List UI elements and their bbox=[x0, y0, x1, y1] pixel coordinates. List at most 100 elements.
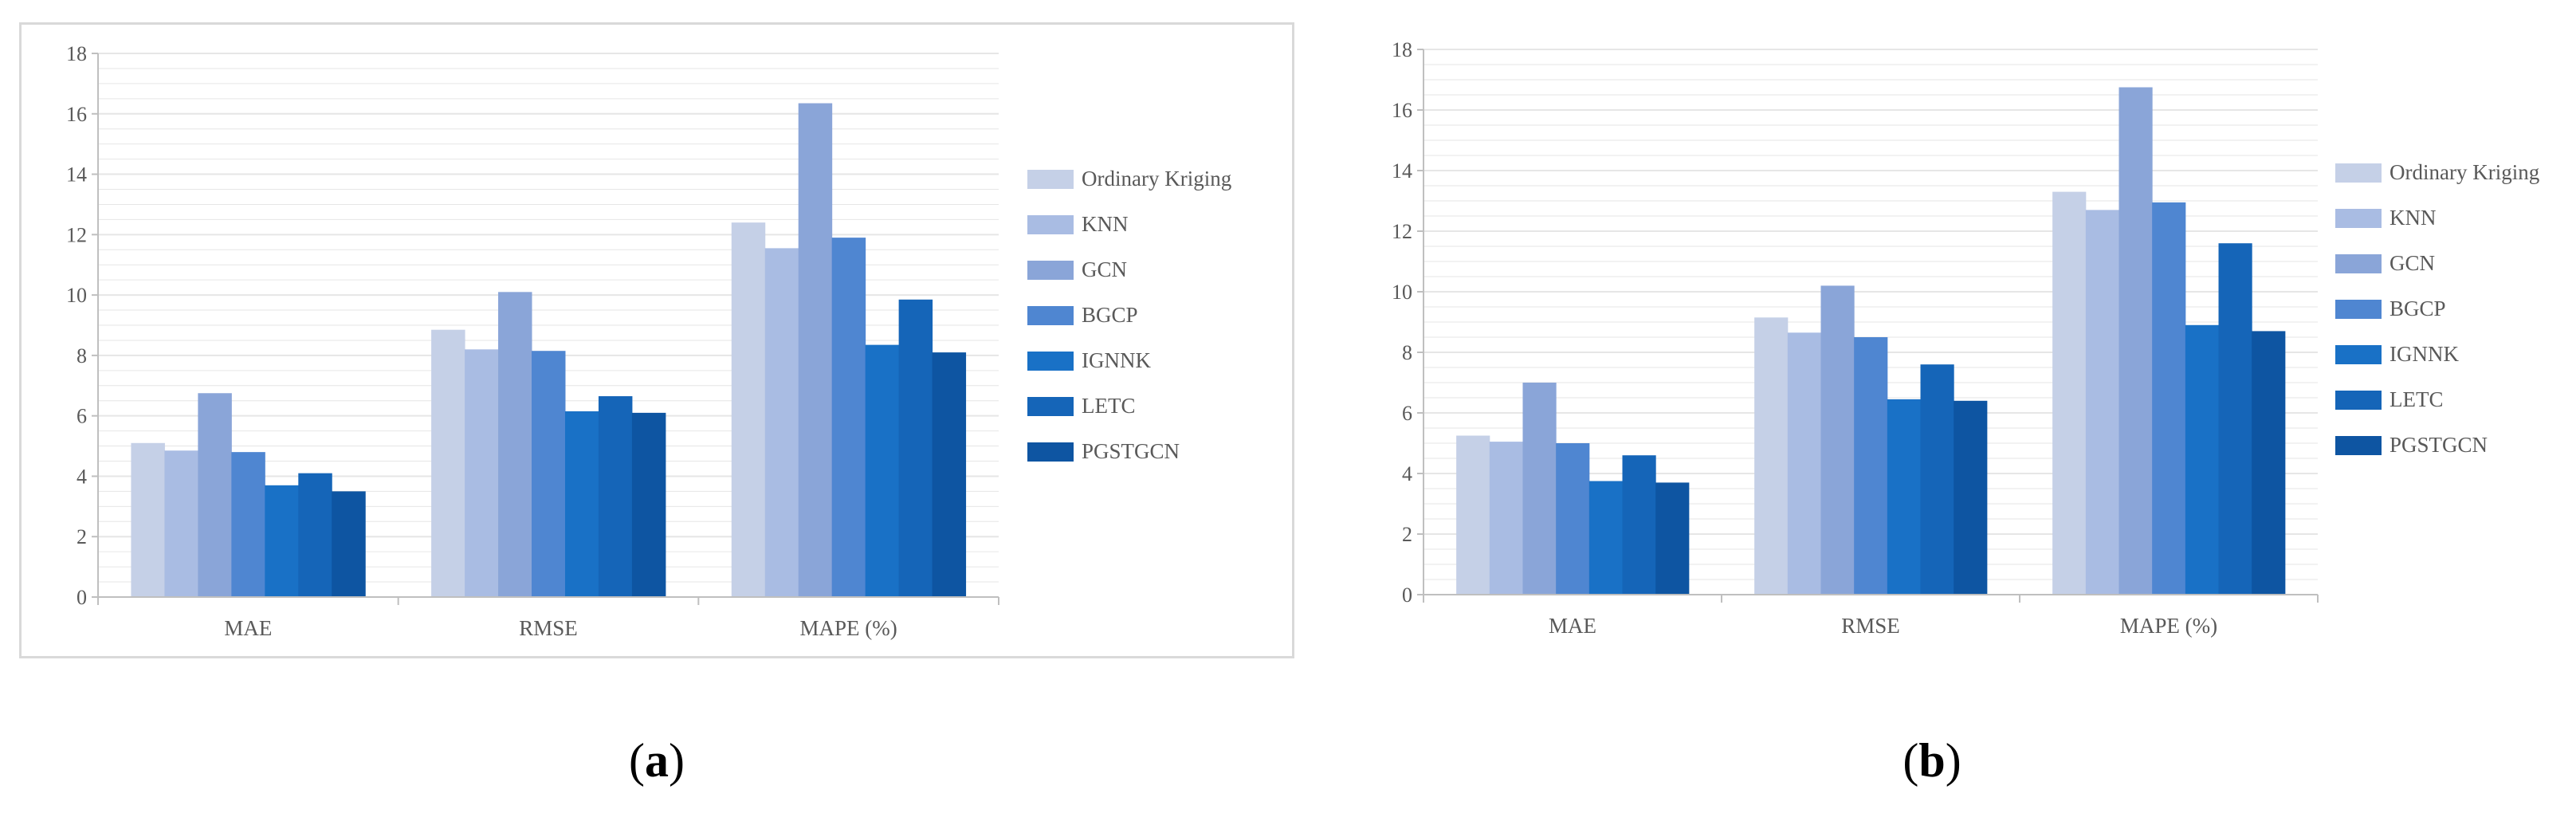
y-tick-label: 8 bbox=[1402, 341, 1412, 364]
bar bbox=[1787, 332, 1821, 595]
legend-label: PGSTGCN bbox=[2389, 433, 2488, 457]
x-tick-label: MAE bbox=[224, 616, 272, 640]
legend-swatch bbox=[2335, 345, 2382, 364]
legend-label: KNN bbox=[1082, 212, 1129, 236]
bar bbox=[1954, 400, 1988, 595]
y-tick-label: 18 bbox=[1392, 38, 1412, 61]
bar bbox=[1887, 399, 1922, 595]
bar bbox=[2252, 331, 2286, 595]
bar bbox=[1489, 442, 1523, 595]
y-tick-label: 4 bbox=[1402, 462, 1412, 485]
bar bbox=[231, 452, 265, 597]
bar-chart-b: 0 2 4 6 8 10 12 14 16 18 MAE RMSE MAPE (%) Ordinary K… bbox=[1392, 38, 2539, 638]
y-tick-label: 14 bbox=[1392, 159, 1412, 183]
bar bbox=[1655, 482, 1690, 595]
caption-close-paren: ) bbox=[1945, 734, 1961, 787]
bar bbox=[532, 351, 566, 597]
caption-open-paren: ( bbox=[1903, 734, 1919, 787]
legend-swatch bbox=[1027, 442, 1074, 462]
legend-swatch bbox=[2335, 436, 2382, 455]
bar bbox=[831, 238, 866, 597]
bar bbox=[2218, 243, 2252, 595]
bar bbox=[1854, 337, 1888, 595]
bar bbox=[265, 485, 299, 597]
bar bbox=[198, 393, 232, 597]
bar bbox=[498, 292, 532, 597]
legend-label: IGNNK bbox=[2389, 342, 2459, 366]
bar bbox=[564, 411, 599, 597]
bar bbox=[2152, 202, 2186, 595]
x-tick-label: MAE bbox=[1549, 614, 1596, 638]
bar bbox=[731, 222, 766, 597]
legend-label: GCN bbox=[1082, 257, 1127, 281]
legend-swatch bbox=[1027, 170, 1074, 189]
legend-label: IGNNK bbox=[1082, 348, 1151, 372]
bars bbox=[1456, 87, 2286, 595]
legend-swatch bbox=[2335, 391, 2382, 410]
y-tick-label: 8 bbox=[77, 344, 87, 367]
y-tick-label: 2 bbox=[1402, 523, 1412, 546]
legend: Ordinary Kriging KNN GCN BGCP IGNNK LETC PGSTG… bbox=[2335, 160, 2539, 457]
bar bbox=[1920, 364, 1954, 595]
y-tick-label: 0 bbox=[77, 586, 87, 609]
y-tick-label: 6 bbox=[1402, 402, 1412, 425]
y-tick-label: 0 bbox=[1402, 583, 1412, 607]
bar bbox=[1456, 435, 1490, 595]
legend: Ordinary Kriging KNN GCN BGCP IGNNK LETC PGSTG… bbox=[1027, 167, 1231, 463]
x-tick-label: RMSE bbox=[519, 616, 578, 640]
legend-label: KNN bbox=[2389, 206, 2437, 230]
legend-swatch bbox=[2335, 163, 2382, 183]
bar bbox=[2119, 87, 2153, 595]
bar bbox=[2085, 210, 2119, 595]
chart-panel-a: 0 2 4 6 8 10 12 14 16 18 MAE RMSE MAPE (%) Ordinary K… bbox=[19, 22, 1294, 658]
legend-swatch bbox=[1027, 261, 1074, 280]
bar bbox=[764, 248, 799, 597]
bar bbox=[631, 412, 666, 597]
legend-label: GCN bbox=[2389, 251, 2435, 275]
caption-close-paren: ) bbox=[669, 734, 685, 787]
legend-swatch bbox=[2335, 209, 2382, 228]
bars bbox=[131, 103, 967, 597]
y-tick-label: 18 bbox=[66, 42, 87, 65]
legend-label: Ordinary Kriging bbox=[2389, 160, 2539, 184]
y-tick-label: 2 bbox=[77, 525, 87, 548]
caption-b: (b) bbox=[1852, 733, 2012, 788]
bar bbox=[1522, 383, 1557, 595]
bar bbox=[164, 450, 198, 597]
bar bbox=[465, 349, 499, 597]
bar bbox=[1588, 481, 1624, 595]
caption-a: (a) bbox=[577, 733, 736, 788]
bar bbox=[1622, 455, 1656, 595]
bar bbox=[598, 396, 633, 597]
y-tick-label: 4 bbox=[77, 465, 87, 488]
chart-panel-b: 0 2 4 6 8 10 12 14 16 18 MAE RMSE MAPE (%) Ordinary K… bbox=[1339, 22, 2576, 660]
caption-letter: b bbox=[1918, 734, 1946, 787]
bar bbox=[131, 442, 165, 597]
y-tick-label: 10 bbox=[1392, 281, 1412, 304]
x-tick-label: MAPE (%) bbox=[2120, 614, 2217, 638]
caption-letter: a bbox=[645, 734, 669, 787]
bar bbox=[2052, 191, 2087, 595]
legend-swatch bbox=[1027, 397, 1074, 416]
y-tick-label: 12 bbox=[1392, 220, 1412, 243]
y-tick-label: 12 bbox=[66, 223, 87, 246]
bar bbox=[298, 473, 332, 597]
legend-swatch bbox=[1027, 352, 1074, 371]
legend-label: PGSTGCN bbox=[1082, 439, 1180, 463]
legend-label: LETC bbox=[2389, 387, 2444, 411]
legend-label: Ordinary Kriging bbox=[1082, 167, 1231, 191]
bar bbox=[1820, 285, 1855, 595]
bar bbox=[898, 299, 933, 597]
bar bbox=[332, 491, 366, 597]
caption-open-paren: ( bbox=[629, 734, 645, 787]
bar-chart-a: 0 2 4 6 8 10 12 14 16 18 MAE RMSE MAPE (%) Ordinary K… bbox=[66, 42, 1231, 640]
bar bbox=[932, 352, 967, 597]
legend-swatch bbox=[1027, 215, 1074, 234]
x-tick-label: RMSE bbox=[1841, 614, 1900, 638]
y-tick-label: 16 bbox=[66, 103, 87, 126]
bar bbox=[1754, 317, 1789, 595]
legend-swatch bbox=[2335, 300, 2382, 319]
bar bbox=[798, 103, 833, 597]
legend-swatch bbox=[1027, 306, 1074, 325]
bar bbox=[2185, 324, 2220, 595]
